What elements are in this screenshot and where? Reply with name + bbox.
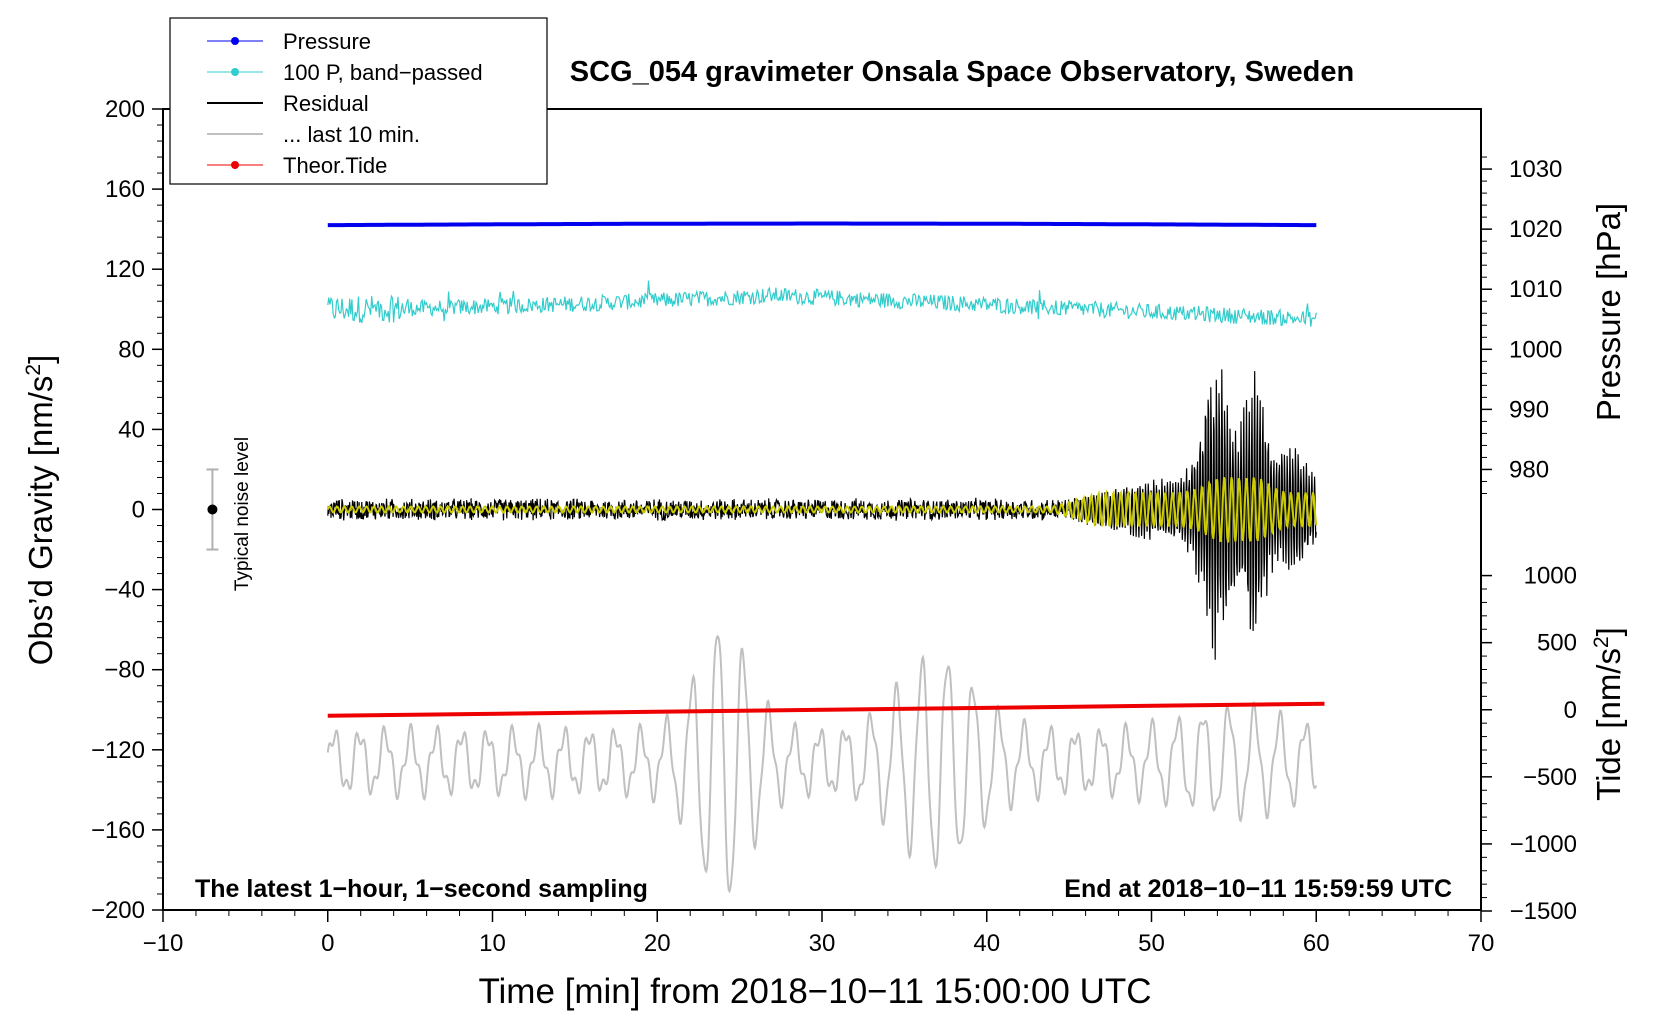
legend-marker (231, 161, 239, 169)
y-tick-label: −160 (91, 817, 145, 844)
y-tick-label: −40 (104, 577, 145, 604)
series-residual (327, 369, 1317, 660)
y-axis-label-tide-text: Tide [nm/s (1590, 648, 1627, 801)
y-tick-label: 80 (118, 336, 145, 363)
y-axis-label-gravity-sup: 2 (22, 364, 45, 376)
x-tick-label: 10 (479, 930, 506, 957)
noise-bar-label: Typical noise level (232, 437, 253, 591)
y-axis-label-gravity-text: Obs’d Gravity [nm/s (22, 376, 59, 666)
series-pressure-band-passed (327, 280, 1317, 327)
noise-bar: Typical noise level (206, 437, 253, 591)
series-pressure (327, 221, 1317, 228)
legend-marker (231, 68, 239, 76)
y-axis-label-pressure: Pressure [hPa] (1590, 203, 1627, 421)
y-tick-label: 0 (132, 497, 145, 524)
y-axis-label-gravity-end: ] (22, 355, 59, 364)
annotation-end-time: End at 2018−10−11 15:59:59 UTC (1064, 875, 1452, 903)
pressure-tick-label: 1010 (1509, 276, 1562, 303)
series-last-10-min (326, 634, 1318, 894)
y-axis-label-tide: Tide [nm/s2] (1590, 627, 1627, 801)
x-tick-label: 0 (321, 930, 334, 957)
y-tick-label: −120 (91, 737, 145, 764)
legend-label: 100 P, band−passed (283, 60, 483, 85)
pressure-tick-label: 1020 (1509, 216, 1562, 243)
x-tick-label: −10 (143, 930, 184, 957)
axis-layer: −10 0 10 20 30 40 50 60 7020016012080400−40−80−1… (91, 96, 1577, 957)
y-axis-label-gravity: Obs’d Gravity [nm/s2] (22, 355, 59, 666)
y-tick-label: 120 (105, 256, 145, 283)
tide-tick-label: −1500 (1510, 898, 1577, 925)
y-tick-label: 40 (118, 416, 145, 443)
pressure-tick-label: 990 (1509, 396, 1549, 423)
legend-label: Theor.Tide (283, 153, 387, 178)
legend-entries: Pressure 100 P, band−passed Residual ... la… (207, 29, 483, 178)
legend-marker (231, 37, 239, 45)
y-axis-label-tide-sup: 2 (1590, 636, 1613, 648)
x-tick-label: 60 (1303, 930, 1330, 957)
series-residual-filtered (326, 476, 1318, 543)
x-tick-label: 30 (809, 930, 836, 957)
legend: Pressure 100 P, band−passed Residual ... la… (169, 17, 548, 185)
noise-bar-center-dot (207, 504, 218, 515)
x-tick-label: 70 (1468, 930, 1495, 957)
x-tick-label: 20 (644, 930, 671, 957)
y-tick-label: 200 (105, 96, 145, 123)
x-axis-label: Time [min] from 2018−10−11 15:00:00 UTC (478, 972, 1151, 1011)
chart-title: SCG_054 gravimeter Onsala Space Observat… (570, 56, 1354, 88)
y-axis-label-tide-end: ] (1590, 627, 1627, 636)
tide-tick-label: 500 (1537, 630, 1577, 657)
tide-tick-label: −1000 (1510, 831, 1577, 858)
tide-tick-label: 1000 (1524, 563, 1577, 590)
legend-label: Residual (283, 91, 369, 116)
tide-tick-label: 0 (1564, 697, 1577, 724)
y-tick-label: 160 (105, 176, 145, 203)
annotation-sampling: The latest 1−hour, 1−second sampling (195, 875, 648, 903)
y-tick-label: −80 (104, 657, 145, 684)
pressure-tick-label: 1000 (1509, 336, 1562, 363)
legend-box (169, 17, 548, 185)
pressure-tick-label: 980 (1509, 456, 1549, 483)
x-tick-label: 40 (973, 930, 1000, 957)
tide-tick-label: −500 (1523, 764, 1577, 791)
legend-label: ... last 10 min. (283, 122, 420, 147)
series-layer (326, 221, 1325, 894)
y-tick-label: −200 (91, 897, 145, 924)
pressure-tick-label: 1030 (1509, 156, 1562, 183)
legend-label: Pressure (283, 29, 371, 54)
x-tick-label: 50 (1138, 930, 1165, 957)
series-theoretical-tide (327, 701, 1325, 718)
